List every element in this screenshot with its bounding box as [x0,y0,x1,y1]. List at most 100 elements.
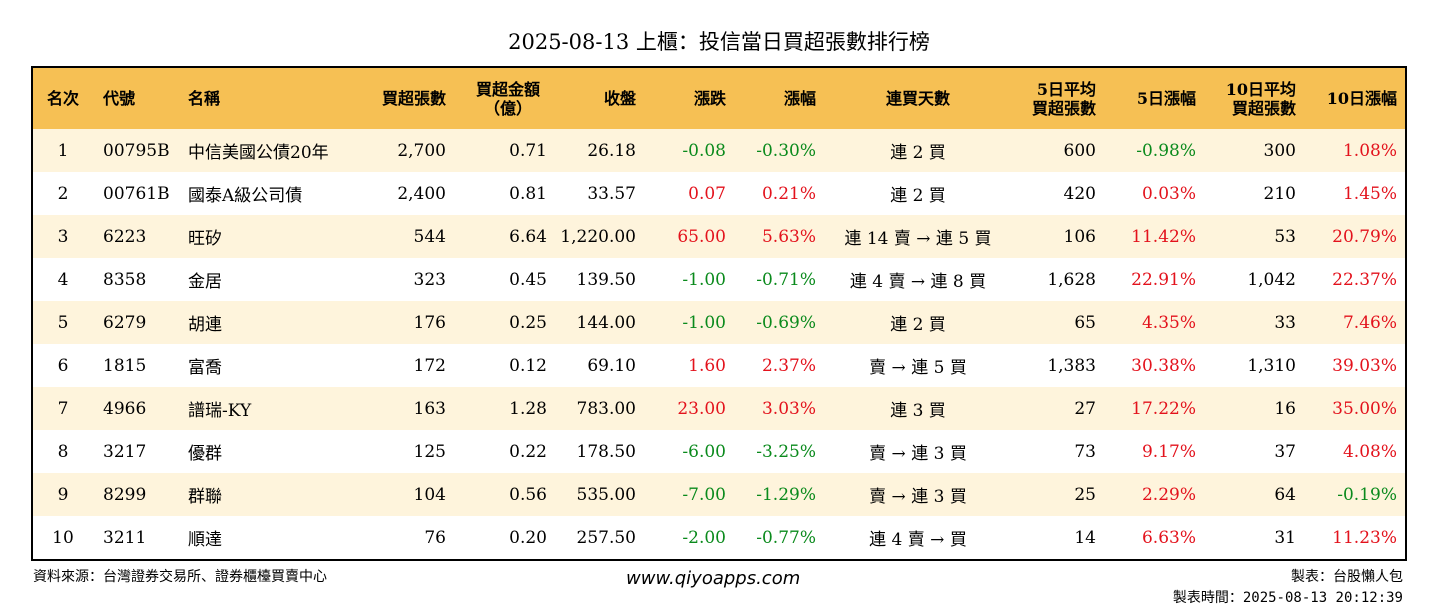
cell-pct5: 30.38% [1131,355,1196,376]
table-row: 10 3211 順達 76 0.20 257.50 -2.00 -0.77% 連 4 賣 → 買… [33,516,1405,559]
cell-net-buy-lots: 176 [413,312,446,333]
cell-pct10: 35.00% [1332,398,1397,419]
cell-rank: 7 [57,398,69,419]
cell-streak: 連 4 賣 → 買 [869,530,967,550]
header-change: 漲跌 [693,89,726,108]
cell-change: -7.00 [682,484,726,505]
cell-streak: 賣 → 連 5 買 [869,358,967,378]
cell-avg10: 300 [1263,140,1296,161]
cell-change-pct: -1.29% [756,484,816,505]
cell-net-buy-lots: 544 [413,226,446,247]
cell-streak: 賣 → 連 3 買 [869,487,967,507]
header-avg10: 10日平均 買超張數 [1196,68,1296,129]
cell-avg5: 65 [1074,312,1096,333]
cell-change-pct: -3.25% [756,441,816,462]
header-net-buy-lots: 買超張數 [381,89,446,108]
cell-change: 0.07 [688,183,726,204]
cell-streak: 連 2 買 [890,186,946,206]
cell-net-buy-amount: 0.22 [509,441,547,462]
cell-streak: 連 4 賣 → 連 8 買 [849,272,987,292]
cell-avg5: 14 [1074,527,1096,548]
cell-pct5: 2.29% [1141,484,1196,505]
cell-change: -1.00 [682,269,726,290]
cell-net-buy-amount: 0.56 [509,484,547,505]
table-header: 名次 代號 名稱 買超張數 買超金額 （億） 收盤 漲跌 漲幅 連買天數 5日平… [33,68,1405,129]
cell-pct5: -0.98% [1136,140,1196,161]
cell-change: -2.00 [682,527,726,548]
header-avg5-line1: 5日平均 [1036,79,1096,99]
cell-rank: 3 [57,226,69,247]
cell-change-pct: 0.21% [761,183,816,204]
cell-avg10: 64 [1274,484,1296,505]
cell-net-buy-lots: 104 [413,484,446,505]
header-streak: 連買天數 [885,89,950,108]
header-pct10: 10日漲幅 [1326,89,1397,108]
cell-streak: 賣 → 連 3 買 [869,444,967,464]
cell-pct5: 9.17% [1141,441,1196,462]
cell-net-buy-amount: 0.71 [509,140,547,161]
header-net-buy-amount-line1: 買超金額 [475,79,540,99]
cell-rank: 9 [57,484,69,505]
cell-avg10: 16 [1274,398,1296,419]
cell-change: 23.00 [677,398,726,419]
maker-label: 製表：台股懶人包 [1291,569,1403,585]
cell-pct5: 0.03% [1141,183,1196,204]
header-avg10-line2: 買超張數 [1231,98,1296,118]
cell-code: 8358 [103,269,147,290]
cell-close: 535.00 [576,484,636,505]
cell-code: 3217 [103,441,147,462]
cell-name: 譜瑞-KY [188,401,252,421]
cell-name: 胡連 [188,315,222,335]
header-close: 收盤 [603,89,636,108]
cell-avg10: 210 [1263,183,1296,204]
cell-avg5: 420 [1063,183,1096,204]
cell-code: 6223 [103,226,147,247]
cell-avg10: 31 [1274,527,1296,548]
cell-net-buy-lots: 2,700 [397,140,446,161]
table-row: 5 6279 胡連 176 0.25 144.00 -1.00 -0.69% 連 2 買 65 4.… [33,301,1405,344]
cell-pct5: 11.42% [1131,226,1196,247]
cell-close: 257.50 [576,527,636,548]
cell-pct10: 1.45% [1342,183,1397,204]
cell-streak: 連 2 買 [890,315,946,335]
cell-change: 65.00 [677,226,726,247]
cell-net-buy-lots: 323 [413,269,446,290]
cell-change: -1.00 [682,312,726,333]
cell-pct5: 22.91% [1131,269,1196,290]
table-row: 7 4966 譜瑞-KY 163 1.28 783.00 23.00 3.03% 連 3 買 27… [33,387,1405,430]
cell-avg10: 1,042 [1247,269,1296,290]
cell-net-buy-lots: 163 [413,398,446,419]
cell-avg5: 73 [1074,441,1096,462]
header-name: 名稱 [188,89,221,108]
cell-change-pct: 3.03% [761,398,816,419]
cell-name: 富喬 [188,358,222,378]
cell-pct10: 22.37% [1332,269,1397,290]
cell-close: 1,220.00 [560,226,636,247]
website-link[interactable]: www.qiyoapps.com [626,568,801,589]
cell-code: 8299 [103,484,147,505]
cell-rank: 5 [57,312,69,333]
cell-change-pct: -0.71% [756,269,816,290]
cell-name: 國泰A級公司債 [188,186,303,206]
data-source: 資料來源：台灣證券交易所、證券櫃檯買賣中心 [33,569,327,585]
cell-code: 3211 [103,527,147,548]
header-net-buy-amount: 買超金額 （億） [458,68,558,129]
cell-change-pct: 5.63% [761,226,816,247]
cell-rank: 4 [57,269,69,290]
cell-close: 144.00 [576,312,636,333]
cell-change: 1.60 [688,355,726,376]
cell-net-buy-amount: 0.81 [509,183,547,204]
header-avg5-line2: 買超張數 [1031,98,1096,118]
made-time: 製表時間：2025-08-13 20:12:39 [1172,590,1403,606]
cell-avg5: 27 [1074,398,1096,419]
cell-avg10: 53 [1274,226,1296,247]
cell-net-buy-amount: 1.28 [509,398,547,419]
cell-rank: 1 [57,140,69,161]
cell-pct5: 17.22% [1131,398,1196,419]
cell-streak: 連 2 買 [890,143,946,163]
header-rank: 名次 [46,89,79,108]
cell-net-buy-amount: 0.12 [509,355,547,376]
cell-code: 6279 [103,312,147,333]
cell-pct10: 1.08% [1342,140,1397,161]
cell-net-buy-lots: 2,400 [397,183,446,204]
